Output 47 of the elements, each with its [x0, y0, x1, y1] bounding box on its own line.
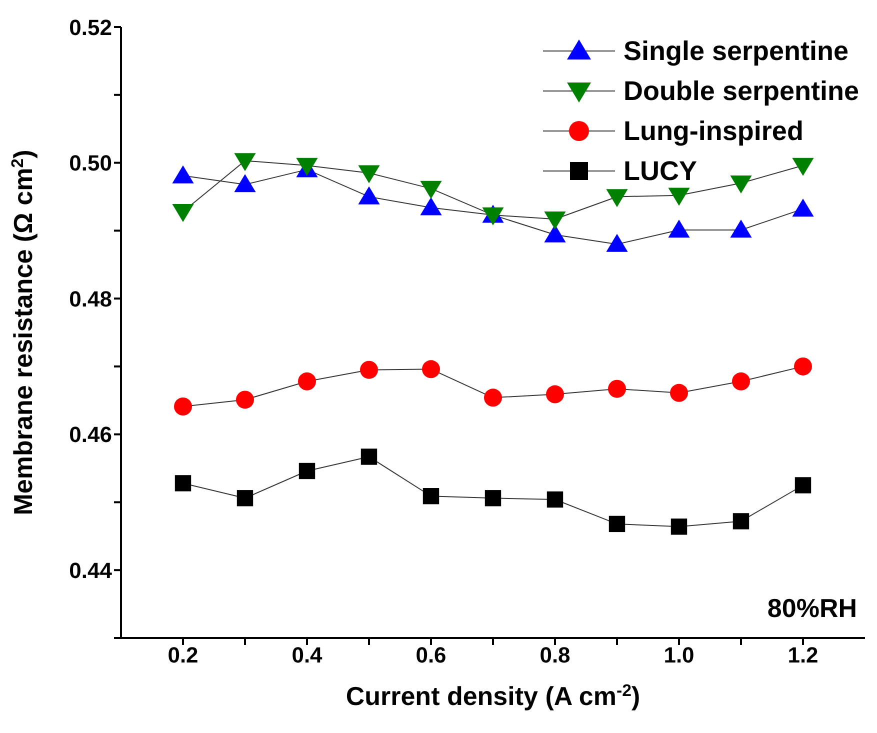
point — [608, 516, 626, 532]
point — [794, 477, 812, 494]
point — [732, 513, 750, 530]
annotation: 80%RH — [767, 593, 857, 624]
point — [670, 384, 688, 402]
point — [792, 198, 814, 217]
point — [172, 165, 194, 184]
point — [606, 234, 628, 252]
point — [174, 398, 192, 416]
legend-label: Single serpentine — [623, 35, 849, 68]
y-tick-label: 0.46 — [69, 422, 112, 448]
point — [422, 488, 440, 504]
point — [484, 490, 502, 506]
point — [608, 380, 626, 398]
y-tick-label: 0.44 — [69, 558, 113, 583]
point — [360, 448, 378, 465]
y-tick-label: 0.50 — [69, 150, 112, 176]
legend-label: LUCY — [623, 155, 697, 188]
x-tick-label: 1.2 — [788, 642, 818, 668]
point — [298, 462, 316, 480]
point — [546, 491, 564, 508]
x-tick-label: 0.2 — [168, 642, 198, 668]
point — [420, 197, 442, 216]
point — [236, 390, 254, 409]
x-axis-title: Current density (A cm$^{-2}$) — [346, 680, 640, 711]
legend-label: Double serpentine — [623, 75, 859, 108]
x-tick-label: 1.0 — [664, 642, 694, 668]
y-tick-label: 0.48 — [69, 286, 112, 312]
point — [668, 220, 690, 238]
x-tick-label: 0.6 — [416, 642, 446, 668]
point — [236, 490, 254, 506]
point — [732, 372, 750, 390]
point — [546, 385, 564, 404]
x-tick-label: 0.4 — [292, 642, 324, 668]
point — [422, 360, 440, 378]
point — [730, 220, 752, 238]
point — [298, 372, 316, 390]
point — [794, 357, 812, 376]
point — [484, 388, 502, 407]
point — [360, 360, 378, 379]
point — [234, 174, 256, 192]
point — [670, 518, 688, 535]
legend-label: Lung-inspired — [623, 115, 804, 148]
point — [174, 475, 192, 492]
x-tick-label: 0.8 — [540, 642, 570, 668]
point — [358, 186, 380, 204]
y-tick-label: 0.52 — [69, 14, 112, 40]
